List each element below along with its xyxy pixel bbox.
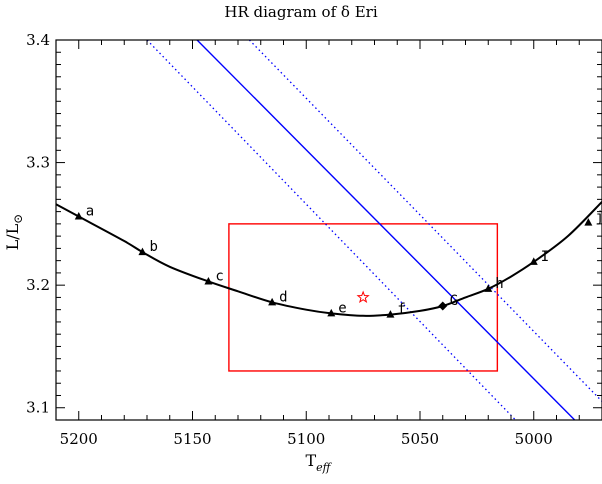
model-label-f: f: [397, 302, 405, 318]
model-marker-d: [268, 297, 277, 306]
model-label-G: G: [450, 293, 458, 309]
constraint-bound-line-1: [146, 40, 517, 420]
constraint-bound-line-2: [248, 40, 602, 403]
x-tick-label-5150: 5150: [173, 430, 211, 448]
y-axis-label-sub: ⊙: [11, 214, 25, 224]
plot-area: a b c d e f Gh Ij: [56, 40, 602, 420]
evolutionary-track: [56, 201, 602, 317]
model-marker-h: [484, 284, 493, 292]
model-marker-G: [438, 301, 448, 311]
model-marker-I: [529, 257, 538, 265]
x-axis-label-main: T: [306, 451, 317, 470]
y-axis-label-main: L/L: [3, 223, 22, 250]
x-axis-label: Teff: [306, 451, 333, 474]
x-tick-label-5000: 5000: [515, 430, 553, 448]
x-tick-label-5050: 5050: [401, 430, 439, 448]
constraint-line: [196, 40, 576, 420]
y-axis: 3.1 3.2 3.3 3.4: [26, 31, 602, 421]
model-label-c: c: [215, 268, 223, 284]
model-marker-b: [138, 247, 147, 256]
model-label-h: h: [495, 276, 503, 292]
svg-text:L/L⊙: L/L⊙: [3, 214, 25, 251]
model-label-e: e: [338, 300, 346, 316]
model-label-d: d: [279, 289, 287, 305]
model-marker-e: [327, 308, 336, 317]
x-axis: 5200 5150 5100 5050 5000: [55, 40, 602, 448]
model-marker-j: [584, 218, 593, 226]
x-axis-label-sub: eff: [316, 461, 333, 474]
model-label-I: I: [541, 249, 549, 265]
chart-title: HR diagram of δ Eri: [224, 3, 377, 21]
x-tick-label-5100: 5100: [287, 430, 325, 448]
plot-frame: [55, 39, 602, 421]
model-label-j: j: [595, 210, 602, 226]
y-axis-label: L/L⊙: [3, 214, 25, 251]
error-box: [228, 223, 499, 372]
model-label-b: b: [149, 239, 157, 255]
x-tick-label-5200: 5200: [60, 430, 98, 448]
y-tick-label-3.2: 3.2: [26, 276, 50, 294]
model-marker-c: [204, 276, 213, 285]
delta-eri-star: [356, 290, 370, 304]
y-tick-label-3.4: 3.4: [26, 31, 50, 49]
y-tick-label-3.1: 3.1: [26, 399, 50, 417]
model-label-a: a: [86, 204, 94, 220]
y-tick-label-3.3: 3.3: [26, 154, 50, 172]
model-marker-f: [386, 310, 395, 318]
model-marker-a: [74, 212, 83, 220]
